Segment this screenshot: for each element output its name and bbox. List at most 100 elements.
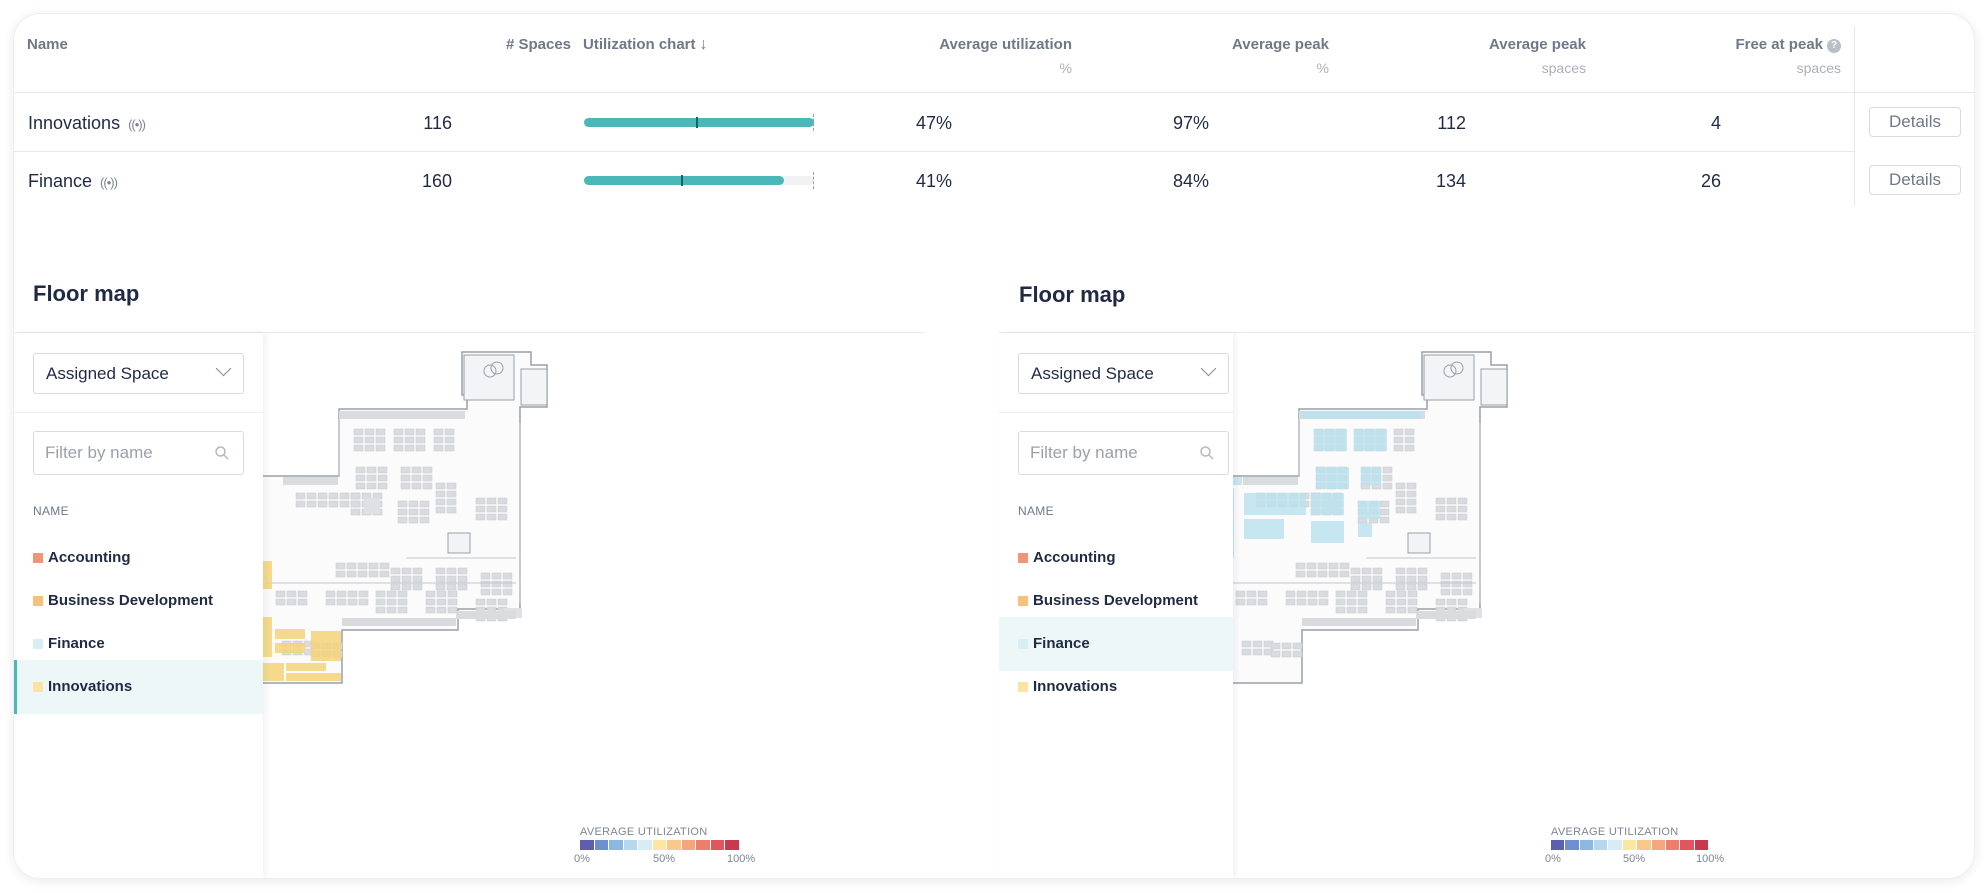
desk [1295,570,1306,578]
list-item-innovations[interactable]: Innovations [14,660,263,714]
desk [425,598,436,606]
core-room [1480,368,1508,406]
sort-down-arrow-icon[interactable]: ↓ [699,36,708,53]
list-item-label: Business Development [48,592,214,609]
desk [444,428,455,436]
table-row[interactable]: Finance ((•)) 160 41% 84% 134 26 [14,152,1854,210]
list-item-finance[interactable]: Finance [999,617,1233,671]
floor-plan-drawing [259,351,548,684]
desk [1328,562,1339,570]
desk [1307,598,1318,606]
utilization-bar-fill [584,176,785,185]
list-item-business-development[interactable]: Business Development [14,574,263,628]
header-free-at-peak[interactable]: Free at peak? spaces [1735,36,1841,76]
desk [375,590,386,598]
desk [328,500,339,508]
floor-plan[interactable] [1219,333,1974,878]
desk [379,570,390,578]
header-utilization-chart[interactable]: Utilization chart ↓ [583,36,708,53]
desk [497,497,508,505]
list-item-label: Accounting [1033,549,1116,566]
desk [297,598,308,606]
desk [1446,497,1457,505]
desk [397,508,408,516]
row-name[interactable]: Finance ((•)) [28,171,118,191]
desk [386,598,397,606]
list-item-accounting[interactable]: Accounting [999,531,1233,585]
desk [404,436,415,444]
desk [358,598,369,606]
list-item-innovations[interactable]: Innovations [999,660,1233,714]
desk [358,590,369,598]
desk [436,598,447,606]
desk [1241,640,1252,648]
desk [397,590,408,598]
space-type-select[interactable]: Assigned Space [1018,353,1229,394]
header-average-peak-spaces[interactable]: Average peak spaces [1488,36,1586,76]
desk [364,428,375,436]
desk [1350,583,1361,591]
desk [433,436,444,444]
assigned-space [1244,519,1284,539]
list-item-finance[interactable]: Finance [14,617,263,671]
desk [433,444,444,452]
desk [446,567,457,575]
desk [375,436,386,444]
desk [366,474,377,482]
desk [1462,572,1473,580]
legend-swatch [638,840,653,850]
desk [1407,598,1418,606]
desk [286,598,297,606]
list-item-business-development[interactable]: Business Development [999,574,1233,628]
desk [419,500,430,508]
utilization-card: Name # Spaces Utilization chart ↓ Average… [14,14,1974,878]
desk [1252,640,1263,648]
desk [422,474,433,482]
header-average-utilization[interactable]: Average utilization % [939,36,1072,76]
desk [397,516,408,524]
help-icon[interactable]: ? [1827,39,1841,53]
filter-input[interactable] [33,431,244,475]
desk [1281,642,1292,650]
row-name[interactable]: Innovations ((•)) [28,113,146,133]
header-average-peak[interactable]: Average peak % [1231,36,1329,76]
divider [999,332,1974,333]
desk [408,500,419,508]
filter-input[interactable] [1018,431,1229,475]
desk [497,505,508,513]
assigned-space [1301,411,1421,419]
desk [353,444,364,452]
desk [1372,575,1383,583]
wall-band [283,477,338,485]
desk [1435,497,1446,505]
desk [297,590,308,598]
desk [1235,598,1246,606]
space-type-select[interactable]: Assigned Space [33,353,244,394]
assigned-space [1316,467,1349,489]
floor-plan[interactable] [259,333,924,878]
utilization-bar [584,117,814,128]
desk [390,583,401,591]
legend-tick: 0% [1545,853,1561,865]
table-row[interactable]: Innovations ((•)) 116 47% 97% 112 4 [14,94,1854,152]
desk [1306,562,1317,570]
details-button[interactable]: Details [1869,165,1961,195]
desk [1318,590,1329,598]
desk [1406,583,1417,591]
desk [435,498,446,506]
details-button[interactable]: Details [1869,107,1961,137]
desk [436,606,447,614]
desk [393,444,404,452]
desk [1435,505,1446,513]
desk [1295,562,1306,570]
desk [475,497,486,505]
row-average-utilization: 41% [915,171,952,191]
legend-swatch [1665,840,1681,850]
header-name[interactable]: Name [27,36,68,53]
row-free-at-peak: 4 [1710,113,1721,133]
desk [375,444,386,452]
chevron-down-icon [215,360,232,377]
desk [1246,590,1257,598]
list-item-accounting[interactable]: Accounting [14,531,263,585]
header-spaces[interactable]: # Spaces [505,36,571,53]
